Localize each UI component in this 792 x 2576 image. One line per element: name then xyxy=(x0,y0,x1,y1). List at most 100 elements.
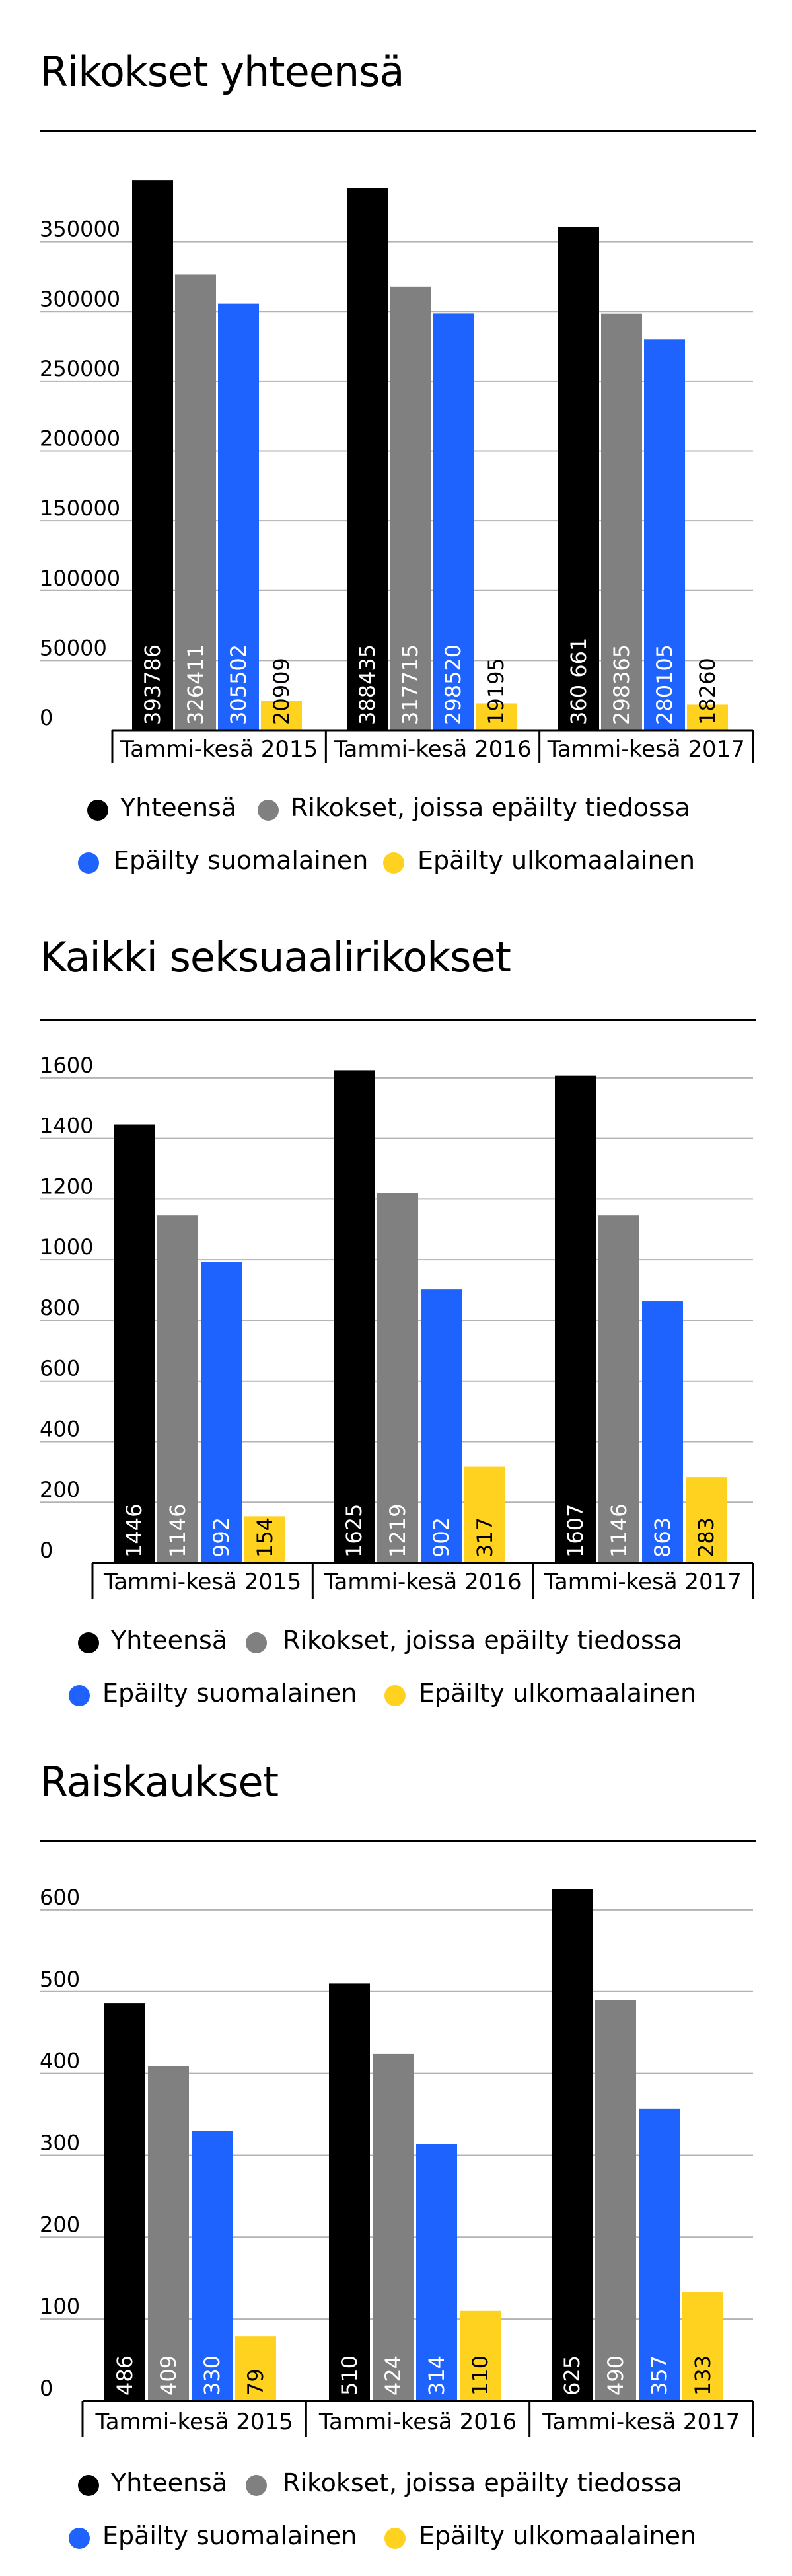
y-tick-label: 600 xyxy=(40,1885,80,1910)
bar-known xyxy=(595,2000,636,2401)
legend-swatch-total xyxy=(87,800,108,821)
bar-known xyxy=(598,1215,639,1563)
y-tick-label: 100000 xyxy=(40,566,120,591)
data-label-total: 625 xyxy=(559,2355,585,2396)
bar-known xyxy=(601,313,642,730)
bar-known xyxy=(148,2066,189,2401)
bar-finnish xyxy=(218,303,259,730)
legend-label-known: Rikokset, joissa epäilty tiedossa xyxy=(283,1626,682,1655)
bar-foreign xyxy=(464,1466,505,1563)
x-category-label: Tammi-kesä 2015 xyxy=(95,2409,293,2435)
data-label-finnish: 280105 xyxy=(652,644,677,725)
x-category-label: Tammi-kesä 2015 xyxy=(103,1569,301,1595)
bar-total xyxy=(104,2003,145,2401)
data-label-known: 1146 xyxy=(165,1504,190,1558)
data-label-known: 326411 xyxy=(183,644,208,725)
data-label-total: 360 661 xyxy=(566,638,591,725)
legend-label-total: Yhteensä xyxy=(111,1626,228,1655)
data-label-finnish: 357 xyxy=(647,2355,672,2396)
data-label-known: 1219 xyxy=(385,1504,410,1558)
chart-panel-3: Raiskaukset 0 100 200 300 400 500 600 486 409 330… xyxy=(0,1705,792,2576)
legend-swatch-finnish xyxy=(69,2528,90,2549)
y-tick-label: 600 xyxy=(40,1356,80,1381)
legend-swatch-known xyxy=(246,1632,267,1653)
y-tick-label: 1200 xyxy=(40,1174,93,1199)
legend-swatch-known xyxy=(246,2475,267,2496)
data-label-known: 298365 xyxy=(609,644,634,725)
y-tick-label: 0 xyxy=(40,1538,53,1563)
x-category-label: Tammi-kesä 2017 xyxy=(544,1569,742,1595)
data-label-finnish: 902 xyxy=(429,1517,454,1558)
bar-chart-total-crimes: 0 50000 100000 150000 200000 250000 300000 3500… xyxy=(40,180,754,763)
legend-label-known: Rikokset, joissa epäilty tiedossa xyxy=(291,793,690,822)
bar-foreign xyxy=(686,1477,727,1563)
y-tick-label: 200000 xyxy=(40,426,120,451)
legend-swatch-foreign xyxy=(383,852,404,874)
x-category-label: Tammi-kesä 2017 xyxy=(547,736,745,763)
bar-finnish xyxy=(192,2131,233,2401)
y-tick-label: 1400 xyxy=(40,1114,93,1139)
y-tick-label: 1000 xyxy=(40,1234,93,1260)
legend-label-finnish: Epäilty suomalainen xyxy=(102,1679,357,1708)
bar-finnish xyxy=(416,2144,457,2401)
title-divider xyxy=(40,1840,756,1842)
title-divider xyxy=(40,130,756,132)
data-label-finnish: 863 xyxy=(650,1517,675,1558)
bar-foreign xyxy=(682,2292,723,2401)
data-label-foreign: 19195 xyxy=(484,658,509,725)
y-tick-label: 1600 xyxy=(40,1053,93,1078)
y-tick-label: 250000 xyxy=(40,356,120,381)
legend-swatch-total xyxy=(78,1632,99,1653)
data-label-known: 409 xyxy=(156,2355,181,2396)
legend-label-finnish: Epäilty suomalainen xyxy=(102,2521,357,2550)
chart-title: Kaikki seksuaalirikokset xyxy=(40,933,511,981)
y-tick-label: 200 xyxy=(40,1477,80,1502)
legend-label-finnish: Epäilty suomalainen xyxy=(114,846,369,875)
x-category-label: Tammi-kesä 2015 xyxy=(120,736,318,763)
bar-total xyxy=(552,1889,593,2401)
bar-foreign xyxy=(476,703,517,730)
data-label-foreign: 317 xyxy=(472,1517,497,1558)
bar-foreign xyxy=(235,2336,276,2401)
chart-title: Rikokset yhteensä xyxy=(40,48,404,96)
bar-known xyxy=(373,2053,414,2401)
legend-label-total: Yhteensä xyxy=(120,793,237,822)
y-tick-label: 150000 xyxy=(40,496,120,521)
legend-label-total: Yhteensä xyxy=(111,2468,228,2497)
legend-label-foreign: Epäilty ulkomaalainen xyxy=(419,2521,697,2550)
x-category-label: Tammi-kesä 2016 xyxy=(323,1569,521,1595)
data-label-total: 510 xyxy=(337,2355,362,2396)
bar-chart-rapes: 0 100 200 300 400 500 600 486 409 330 79 510 424 314 1… xyxy=(40,1885,754,2437)
legend-swatch-foreign xyxy=(384,1685,406,1706)
chart-panel-2: Kaikki seksuaalirikokset 0 200 400 600 800 10… xyxy=(0,879,792,1708)
legend-swatch-total xyxy=(78,2475,99,2496)
data-label-finnish: 992 xyxy=(209,1517,234,1558)
legend-swatch-finnish xyxy=(78,852,99,874)
chart-title: Raiskaukset xyxy=(40,1758,279,1806)
bar-chart-sexual-offences: 0 200 400 600 800 1000 1200 1400 1600 1446 1146 992… xyxy=(40,1053,754,1599)
y-tick-label: 0 xyxy=(40,705,53,730)
y-tick-label: 100 xyxy=(40,2294,80,2319)
bar-finnish xyxy=(421,1289,462,1563)
bar-foreign xyxy=(261,701,302,730)
title-divider xyxy=(40,1019,756,1021)
bar-finnish xyxy=(644,339,685,730)
y-tick-label: 500 xyxy=(40,1967,80,1992)
bar-known xyxy=(157,1215,198,1563)
data-label-total: 388435 xyxy=(355,644,380,725)
data-label-foreign: 20909 xyxy=(269,658,294,725)
bar-total xyxy=(347,188,388,731)
bar-total xyxy=(334,1070,375,1563)
data-label-finnish: 305502 xyxy=(226,644,251,725)
bar-foreign xyxy=(460,2310,501,2401)
data-label-foreign: 133 xyxy=(690,2355,715,2396)
data-label-total: 1446 xyxy=(122,1504,147,1558)
x-category-label: Tammi-kesä 2016 xyxy=(333,736,531,763)
bar-known xyxy=(377,1193,418,1563)
y-tick-label: 400 xyxy=(40,2049,80,2074)
legend-swatch-known xyxy=(258,800,279,821)
data-label-foreign: 154 xyxy=(252,1517,277,1558)
bar-foreign xyxy=(244,1516,285,1563)
data-label-total: 486 xyxy=(112,2355,137,2396)
y-tick-label: 300000 xyxy=(40,286,120,311)
